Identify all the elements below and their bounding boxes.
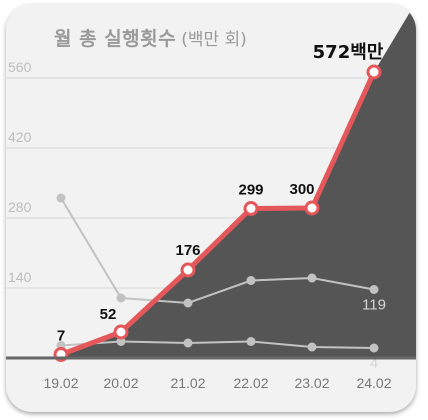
chart-card: 월 총 실행횟수 (백만 회) 119 4 7 52 176 299 300 572백만 14… <box>6 4 416 412</box>
main-series-point <box>243 201 259 216</box>
chart-title-main: 월 총 실행횟수 <box>54 28 177 50</box>
secondary-series-line <box>60 340 375 349</box>
chart-title: 월 총 실행횟수 (백만 회) <box>54 24 247 51</box>
main-data-label: 300 <box>289 181 314 198</box>
main-series-point <box>366 64 382 80</box>
axes: 140 280 420 560 19.02 20.02 21.02 22.02 23.02 24.… <box>6 59 416 391</box>
y-tick-label: 140 <box>8 269 32 285</box>
secondary-series-point <box>246 276 256 285</box>
y-tick-label: 560 <box>8 59 32 75</box>
secondary-series-point <box>56 193 66 203</box>
x-tick-label: 22.02 <box>233 375 268 391</box>
y-tick-label: 280 <box>8 199 32 215</box>
main-data-label: 572백만 <box>313 42 384 63</box>
secondary-series-point <box>183 338 193 348</box>
secondary-series-point <box>183 298 193 308</box>
secondary-end-label: 119 <box>362 297 386 314</box>
secondary-series <box>56 193 379 353</box>
x-tick-label: 24.02 <box>356 375 391 391</box>
line-chart: 119 4 7 52 176 299 300 572백만 140 280 420 560 19.02 2… <box>6 4 416 391</box>
highlight-area <box>61 4 416 358</box>
data-labels: 119 4 7 52 176 299 300 572백만 <box>57 42 386 372</box>
secondary-series-point <box>116 337 126 346</box>
x-tick-label: 23.02 <box>294 375 329 391</box>
chart-title-unit: (백만 회) <box>181 30 247 50</box>
x-tick-label: 21.02 <box>170 375 205 391</box>
secondary-series-line <box>60 197 375 305</box>
main-data-label: 299 <box>238 182 263 199</box>
highlight-area-fill <box>61 4 416 358</box>
x-tick-label: 19.02 <box>43 375 78 391</box>
main-data-label: 176 <box>175 242 200 259</box>
main-data-label: 52 <box>100 306 117 323</box>
secondary-series-point <box>246 337 256 346</box>
secondary-series-point <box>369 285 379 294</box>
main-series-line <box>60 70 377 357</box>
secondary-end-label: 4 <box>370 355 378 372</box>
secondary-series-point <box>307 273 317 283</box>
main-series-point <box>304 200 320 216</box>
secondary-series-point <box>116 293 126 303</box>
secondary-series-point <box>369 343 379 353</box>
main-series-point <box>113 324 129 340</box>
main-data-label: 7 <box>57 328 65 345</box>
secondary-series-point <box>307 342 317 352</box>
main-series <box>53 64 382 362</box>
main-series-point <box>180 262 196 278</box>
y-tick-label: 420 <box>8 129 32 145</box>
x-tick-label: 20.02 <box>103 375 138 391</box>
